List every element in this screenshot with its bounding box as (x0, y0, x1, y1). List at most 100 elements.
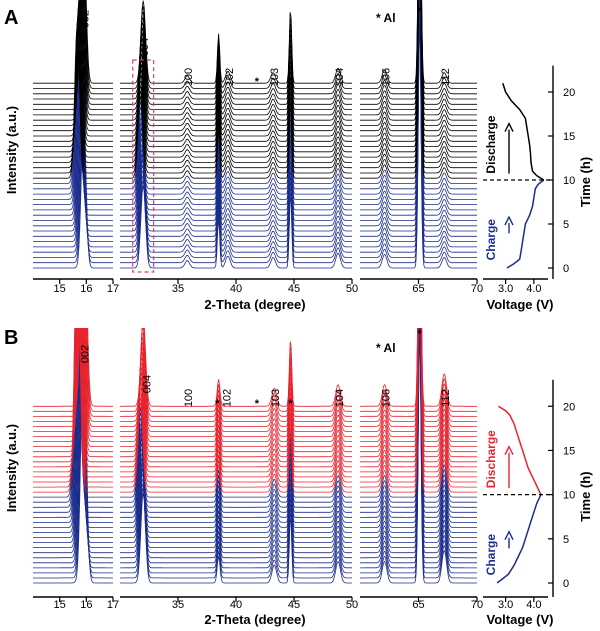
scan-trace (33, 0, 477, 126)
scan-trace (33, 328, 477, 564)
x-tick-label: 70 (471, 599, 483, 611)
peak-label: 103 (270, 389, 282, 407)
x-tick-label: 35 (172, 283, 184, 295)
x-tick-label: 45 (288, 599, 300, 611)
voltage-tick-label: 3.0 (498, 599, 513, 611)
scan-trace (33, 328, 477, 463)
time-tick-label: 5 (563, 534, 569, 546)
voltage-curve-discharge (498, 405, 542, 495)
peak-label: 100 (183, 389, 195, 407)
y-axis-label: Intensity (a.u.) (4, 106, 19, 194)
peak-label: 002 (80, 10, 92, 28)
scan-trace (33, 24, 477, 264)
x-tick-label: 45 (288, 283, 300, 295)
al-peak-marker: * (255, 76, 260, 88)
peak-label: 112 (440, 68, 452, 86)
scan-trace (33, 14, 477, 253)
scan-trace (33, 328, 477, 569)
x-tick-label: 40 (230, 283, 242, 295)
al-peak-marker: * (418, 6, 423, 18)
voltage-axis-label: Voltage (V) (487, 612, 554, 627)
peak-label: 100 (183, 68, 195, 86)
time-tick-label: 20 (563, 87, 575, 99)
scan-trace (33, 0, 477, 142)
time-tick-label: 10 (563, 490, 575, 502)
scan-trace (33, 0, 477, 147)
scan-trace (33, 328, 477, 468)
scan-trace (33, 0, 477, 221)
time-tick-label: 15 (563, 445, 575, 457)
highlight-box (132, 59, 155, 273)
al-peak-marker: * (288, 398, 293, 410)
discharge-arrow-head (504, 445, 514, 455)
charge-label: Charge (484, 219, 498, 261)
time-axis-label: Time (h) (578, 157, 593, 207)
x-tick-label: 50 (346, 283, 358, 295)
scan-trace (33, 328, 477, 427)
x-tick-label: 50 (346, 599, 358, 611)
scan-traces (33, 0, 477, 269)
scan-trace (33, 328, 477, 498)
scan-trace (33, 0, 477, 132)
voltage-axis-label: Voltage (V) (487, 297, 554, 312)
scan-trace (33, 328, 477, 453)
scan-trace (33, 0, 477, 121)
scan-trace (33, 0, 477, 100)
scan-trace (33, 328, 477, 458)
al-peak-marker: * (418, 328, 423, 340)
scan-trace (33, 0, 477, 153)
scan-trace (33, 328, 477, 493)
panel-letter: A (4, 7, 18, 29)
scan-trace (33, 328, 477, 422)
al-legend: * Al (376, 11, 396, 25)
peak-label: 106 (380, 389, 392, 407)
scan-trace (33, 9, 477, 248)
scan-trace (33, 3, 477, 242)
scan-trace (33, 0, 477, 110)
peak-label: 002 (80, 345, 92, 363)
x-tick-label: 17 (107, 599, 119, 611)
voltage-tick-label: 3.0 (498, 283, 513, 295)
peak-label: 103 (269, 68, 281, 86)
voltage-tick-label: 4.0 (526, 599, 541, 611)
scan-trace (33, 0, 477, 184)
panel-a: A Intensity (a.u.) 2-Theta (degree) 15 16 17 3… (4, 0, 593, 312)
peak-label: 104 (334, 68, 346, 86)
scan-trace (33, 30, 477, 269)
peak-label: 102 (224, 68, 236, 86)
al-peak-marker: * (255, 398, 260, 410)
charge-arrow-head (504, 215, 514, 226)
scan-trace (33, 0, 477, 95)
scan-trace (33, 328, 477, 447)
scan-trace (33, 0, 477, 105)
x-tick-label: 70 (471, 283, 483, 295)
scan-trace (33, 0, 477, 216)
time-tick-label: 5 (563, 219, 569, 231)
x-tick-label: 65 (412, 599, 424, 611)
al-legend: * Al (376, 341, 396, 355)
scan-trace (33, 328, 477, 508)
x-tick-label: 40 (230, 599, 242, 611)
x-tick-label: 35 (172, 599, 184, 611)
voltage-tick-label: 4.0 (526, 283, 541, 295)
time-axis-label: Time (h) (578, 471, 593, 521)
scan-trace (33, 0, 477, 116)
scan-trace (33, 328, 477, 442)
charge-label: Charge (484, 534, 498, 576)
scan-trace (33, 0, 477, 227)
x-tick-label: 16 (80, 599, 92, 611)
scan-trace (33, 0, 477, 190)
scan-trace (33, 0, 477, 137)
peak-label: 106 (380, 68, 392, 86)
scan-trace (33, 328, 477, 437)
time-tick-label: 0 (563, 263, 569, 275)
x-axis-label: 2-Theta (degree) (204, 612, 305, 627)
scan-trace (33, 328, 477, 412)
peak-label: 102 (221, 389, 233, 407)
scan-trace (33, 0, 477, 200)
voltage-curve-charge (506, 179, 545, 269)
time-tick-label: 0 (563, 578, 569, 590)
scan-trace (33, 0, 477, 89)
scan-trace (33, 328, 477, 503)
scan-trace (33, 0, 477, 84)
